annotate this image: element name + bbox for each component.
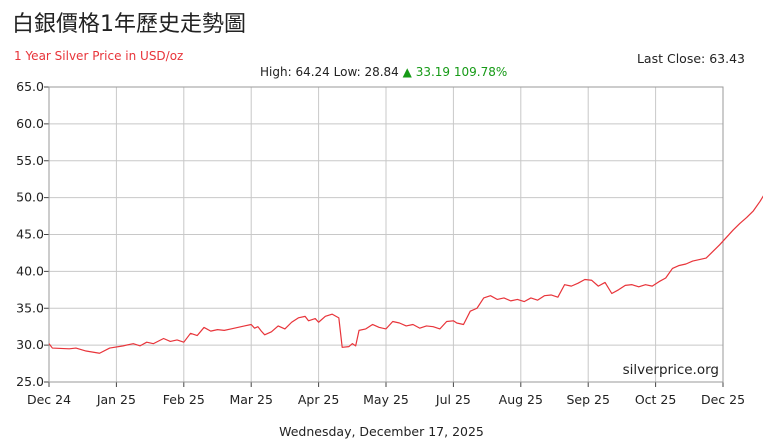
x-tick-label: Dec 24 (27, 392, 71, 407)
x-tick-label: Feb 25 (163, 392, 205, 407)
chart-subtitle: 1 Year Silver Price in USD/oz (14, 49, 184, 63)
y-tick-label: 40.0 (16, 263, 44, 278)
x-tick-label: Jul 25 (435, 392, 471, 407)
plot-border (48, 86, 724, 383)
series-line (48, 195, 763, 354)
x-tick-label: Jan 25 (96, 392, 136, 407)
stats-line: High: 64.24 Low: 28.84 ▲ 33.19 109.78% (260, 65, 507, 79)
y-tick-label: 45.0 (16, 227, 44, 242)
x-tick-label: Apr 25 (298, 392, 340, 407)
watermark: silverprice.org (623, 362, 719, 378)
x-tick-label: Mar 25 (229, 392, 272, 407)
change-percent: 109.78% (453, 65, 508, 79)
date-footer: Wednesday, December 17, 2025 (279, 424, 484, 439)
change-value: 33.19 (415, 65, 451, 79)
low-label: Low: 28.84 (333, 65, 399, 79)
x-tick-label: May 25 (363, 392, 409, 407)
y-tick-label: 30.0 (16, 337, 44, 352)
up-arrow-icon: ▲ (402, 65, 412, 79)
y-tick-label: 65.0 (16, 79, 44, 94)
x-tick-label: Dec 25 (701, 392, 745, 407)
y-tick-label: 35.0 (16, 300, 44, 315)
x-tick-label: Oct 25 (635, 392, 677, 407)
high-label: High: 64.24 (260, 65, 330, 79)
y-tick-label: 55.0 (16, 153, 44, 168)
last-close-label: Last Close: 63.43 (636, 51, 745, 66)
y-tick-label: 50.0 (16, 190, 44, 205)
x-tick-label: Aug 25 (499, 392, 543, 407)
y-tick-label: 25.0 (16, 374, 44, 389)
x-tick-label: Sep 25 (566, 392, 609, 407)
y-tick-label: 60.0 (16, 116, 44, 131)
page-title: 白銀價格1年歷史走勢圖 (12, 12, 246, 37)
